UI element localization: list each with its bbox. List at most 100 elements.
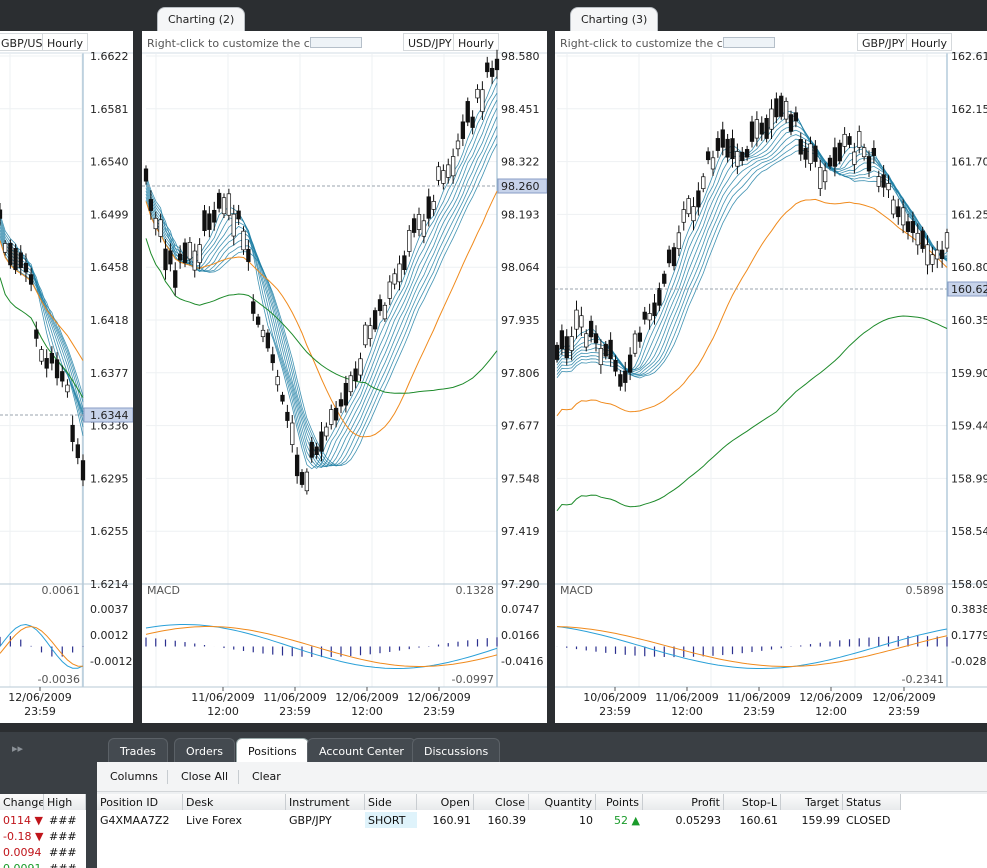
candle-body xyxy=(431,201,436,210)
candle-body xyxy=(489,67,495,77)
instrument-label[interactable]: GBP/USD xyxy=(0,33,56,51)
splitter[interactable] xyxy=(86,762,97,868)
current-price-label: 160.62 xyxy=(951,283,987,296)
candle-body xyxy=(397,263,402,283)
column-header-status[interactable]: Status xyxy=(843,794,901,810)
macd-line xyxy=(556,626,948,669)
candle-body xyxy=(876,176,881,187)
candle-body xyxy=(891,199,896,215)
candle-body xyxy=(813,145,818,162)
ma-orange-line xyxy=(145,190,498,438)
chart-scroller[interactable] xyxy=(310,37,362,48)
candle-body xyxy=(411,218,417,233)
candle-body xyxy=(475,88,480,99)
time-tick-date: 12/06/2009 xyxy=(799,691,862,704)
cell-points: 52 ▲ xyxy=(614,814,640,827)
tab-trades[interactable]: Trades xyxy=(108,738,168,762)
price-tick-label: 1.6622 xyxy=(90,50,129,63)
candle-body xyxy=(65,384,70,393)
tab-positions[interactable]: Positions xyxy=(236,738,309,762)
macd-tick-label: -0.0012 xyxy=(90,655,132,668)
column-header-points[interactable]: Points xyxy=(596,794,643,810)
column-header-target[interactable]: Target xyxy=(781,794,843,810)
candle-body xyxy=(153,217,158,230)
cell-desk: Live Forex xyxy=(186,814,242,827)
tab-charting-2[interactable]: Charting (2) xyxy=(157,7,246,33)
tab-orders[interactable]: Orders xyxy=(174,738,235,762)
candle-body xyxy=(861,147,867,158)
candle-body xyxy=(579,315,584,328)
candle-body xyxy=(294,454,300,477)
column-header-close[interactable]: Close xyxy=(474,794,529,810)
column-header-stop-l[interactable]: Stop-L xyxy=(724,794,781,810)
column-header-change[interactable]: Change xyxy=(0,794,44,810)
price-tick-label: 159.90 xyxy=(951,367,987,380)
current-price-marker[interactable] xyxy=(83,407,133,423)
candle-body xyxy=(285,411,290,421)
period-label[interactable]: Hourly xyxy=(42,33,89,51)
candle-body xyxy=(608,339,613,360)
column-header-desk[interactable]: Desk xyxy=(183,794,286,810)
current-price-marker[interactable] xyxy=(947,281,987,297)
candle-body xyxy=(671,247,677,267)
chart-panel-gbpjpy[interactable]: Right-click to customize the chart GBP/J… xyxy=(555,31,987,723)
column-header-instrument[interactable]: Instrument xyxy=(286,794,365,810)
column-header-high[interactable]: High xyxy=(44,794,86,810)
candle-body xyxy=(939,249,945,260)
candle-body xyxy=(900,207,906,226)
tab-charting-3[interactable]: Charting (3) xyxy=(570,7,659,33)
candle-body xyxy=(779,95,784,117)
period-label[interactable]: Hourly xyxy=(453,33,500,51)
column-header-profit[interactable]: Profit xyxy=(643,794,724,810)
column-header-quantity[interactable]: Quantity xyxy=(529,794,596,810)
current-price-marker[interactable] xyxy=(497,178,547,194)
candle-body xyxy=(314,446,319,455)
candle-body xyxy=(710,157,716,170)
close-all-button[interactable]: Close All xyxy=(181,770,229,783)
column-header-side[interactable]: Side xyxy=(365,794,417,810)
column-header-position-id[interactable]: Position ID xyxy=(97,794,183,810)
price-tick-label: 98.064 xyxy=(501,261,540,274)
chart-scroller[interactable] xyxy=(723,37,775,48)
instrument-label[interactable]: GBP/JPY xyxy=(857,33,910,51)
ma-ribbon-line xyxy=(556,110,948,373)
tab-discussions[interactable]: Discussions xyxy=(412,738,501,762)
price-chart-svg[interactable]: 1.6622 1.6581 1.6540 1.6499 1.6458 1.6418 1.63… xyxy=(0,31,133,723)
candle-body xyxy=(857,131,862,148)
candle-body xyxy=(387,281,392,299)
instrument-label[interactable]: USD/JPY xyxy=(403,33,457,51)
column-header-open[interactable]: Open xyxy=(417,794,474,810)
columns-button[interactable]: Columns xyxy=(110,770,158,783)
period-label[interactable]: Hourly xyxy=(906,33,953,51)
candle-body xyxy=(905,221,911,232)
chart-panel-usdjpy[interactable]: Right-click to customize the chart USD/J… xyxy=(142,31,547,723)
candle-body xyxy=(642,311,647,320)
price-tick-label: 160.35 xyxy=(951,314,987,327)
candle-body xyxy=(847,136,852,145)
quote-high: ### xyxy=(49,846,77,859)
candle-body xyxy=(275,376,280,386)
candle-body xyxy=(460,121,466,139)
candle-body xyxy=(436,166,441,181)
candle-body xyxy=(652,302,657,317)
current-price-label: 1.6344 xyxy=(90,409,129,422)
price-chart-svg[interactable]: 98.580 98.451 98.322 98.193 98.064 97.935 97.8… xyxy=(142,31,547,723)
price-tick-label: 98.451 xyxy=(501,103,540,116)
price-tick-label: 1.6499 xyxy=(90,208,129,221)
left-nav-arrows[interactable]: ▸▸ xyxy=(12,742,24,755)
tab-account-center[interactable]: Account Center xyxy=(307,738,416,762)
macd-label: MACD xyxy=(147,584,180,597)
clear-button[interactable]: Clear xyxy=(252,770,281,783)
candle-body xyxy=(280,394,285,402)
price-tick-label: 160.80 xyxy=(951,261,987,274)
candle-body xyxy=(324,426,329,437)
candle-body xyxy=(377,299,383,312)
chart-panel-gbpusd[interactable]: GBP/USD Hourly 1.6622 1.6581 1.6540 1.6499 1… xyxy=(0,31,133,723)
current-price-label: 98.260 xyxy=(501,180,540,193)
candle-body xyxy=(39,349,44,362)
candle-body xyxy=(309,442,314,458)
chart-toolbar: Right-click to customize the chart GBP/J… xyxy=(555,31,987,53)
price-chart-svg[interactable]: 162.61 162.15 161.70 161.25 160.80 160.35 159.… xyxy=(555,31,987,723)
price-tick-label: 1.6581 xyxy=(90,103,129,116)
candle-body xyxy=(28,274,34,285)
